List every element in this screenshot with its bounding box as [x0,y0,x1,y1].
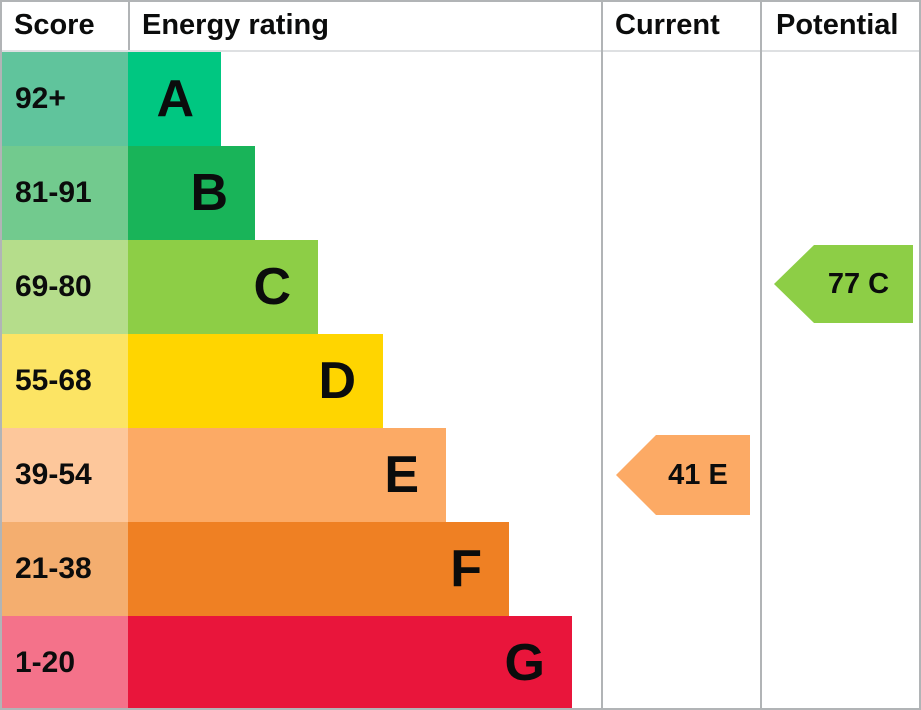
band-row-g: 1-20 G [2,616,572,710]
border-left [0,0,2,710]
column-divider-current [601,0,603,710]
band-bar-c: C [128,240,318,334]
band-bar-f: F [128,522,509,616]
column-header-current: Current [615,8,720,41]
column-divider-score [128,2,130,50]
header-underline [0,50,921,52]
band-bar-b: B [128,146,255,240]
potential-rating-arrow: 77 C [774,245,913,323]
band-bar-d: D [128,334,383,428]
score-range-c: 69-80 [2,240,128,334]
column-divider-potential [760,0,762,710]
score-range-b: 81-91 [2,146,128,240]
column-header-potential: Potential [776,8,899,41]
score-range-a: 92+ [2,52,128,146]
band-row-f: 21-38 F [2,522,509,616]
band-row-c: 69-80 C [2,240,318,334]
band-row-b: 81-91 B [2,146,255,240]
band-bar-a: A [128,52,221,146]
column-header-score: Score [14,8,95,41]
current-rating-arrow: 41 E [616,435,750,515]
band-bar-g: G [128,616,572,710]
border-bottom [0,708,921,710]
border-top [0,0,921,2]
band-row-d: 55-68 D [2,334,383,428]
column-header-energy-rating: Energy rating [142,8,329,41]
border-right [919,0,921,710]
band-row-e: 39-54 E [2,428,446,522]
band-bar-e: E [128,428,446,522]
score-range-d: 55-68 [2,334,128,428]
score-range-g: 1-20 [2,616,128,710]
score-range-f: 21-38 [2,522,128,616]
score-range-e: 39-54 [2,428,128,522]
band-row-a: 92+ A [2,52,221,146]
